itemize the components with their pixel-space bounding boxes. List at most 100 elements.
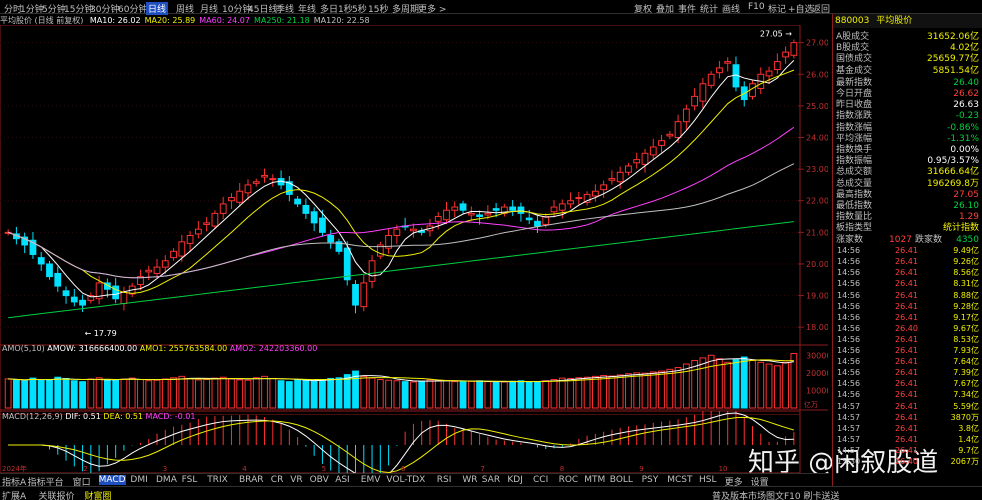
indicator-tab-22[interactable]: BOLL (609, 475, 633, 485)
timeframe-tab-9[interactable]: 10分钟 (222, 5, 252, 15)
tick-price: 26.41 (895, 246, 918, 256)
indicator-tab-18[interactable]: KDJ (507, 475, 523, 485)
toolbar-button-1[interactable]: 叠加 (656, 5, 675, 15)
amo-bar (277, 380, 285, 409)
timeframe-tab-1[interactable]: 1分钟 (20, 5, 44, 15)
indicator-tab-27[interactable]: 设置 (750, 478, 769, 488)
timeframe-tab-2[interactable]: 5分钟 (42, 5, 66, 15)
indicator-tab-16[interactable]: WR (462, 475, 478, 485)
timeframe-toolbar: 分时 1分钟 5分钟 15分钟 30分钟 60分钟 日线 周线 月线 10分钟 45日线 季线 年线 多日… (0, 0, 982, 15)
indicator-tab-10[interactable]: VR (290, 475, 303, 485)
candle-body (583, 193, 591, 203)
indicator-tab-14[interactable]: VOL-TDX (386, 475, 426, 485)
quote-row: 最低指数 26.10 (835, 201, 981, 212)
timeframe-tab-0[interactable]: 分时 (4, 5, 23, 15)
indicator-tab-3[interactable]: MACD (98, 475, 126, 485)
x-axis-label: 7 (480, 465, 484, 473)
indicator-tab-24[interactable]: MCST (667, 475, 693, 485)
quote-label: 最低指数 (836, 201, 873, 211)
indicator-tab-5[interactable]: DMA (156, 475, 177, 485)
indicator-tab-12[interactable]: ASI (335, 475, 350, 485)
timeframe-tab-6[interactable]: 日线 (146, 2, 169, 15)
timeframe-tab-18[interactable]: 更多 > (418, 5, 447, 15)
status-tab-2[interactable]: 财富圈 (84, 492, 112, 500)
amo-bar (591, 375, 599, 409)
tick-time: 14:57 (837, 412, 861, 422)
toolbar-button-5[interactable]: F10 (748, 2, 765, 12)
amo-bar (426, 379, 434, 409)
indicator-tab-0[interactable]: 指标A (2, 478, 27, 488)
indicator-tab-19[interactable]: CCI (533, 475, 549, 485)
toolbar-button-7[interactable]: +自选 (788, 5, 814, 15)
timeframe-tab-3[interactable]: 15分钟 (64, 5, 94, 15)
timeframe-tab-15[interactable]: 5秒 (352, 5, 367, 15)
amo-bar (765, 363, 773, 409)
candle-body (368, 260, 376, 282)
status-tab-1[interactable]: 关联报价 (38, 492, 75, 500)
quote-value: 26.63 (953, 100, 979, 111)
amo-bar (261, 375, 268, 409)
indicator-tab-13[interactable]: EMV (360, 475, 381, 485)
toolbar-button-3[interactable]: 统计 (700, 5, 719, 15)
indicator-tab-9[interactable]: CR (270, 475, 284, 485)
indicator-tab-11[interactable]: OBV (309, 475, 329, 485)
indicator-tab-17[interactable]: SAR (481, 475, 501, 485)
indicator-tab-21[interactable]: MTM (584, 475, 606, 485)
candle-body (244, 184, 252, 194)
indicator-tab-23[interactable]: PSY (641, 475, 659, 485)
indicator-tab-26[interactable]: 更多 (724, 478, 743, 488)
candle-body (70, 296, 78, 303)
candle-body (170, 250, 177, 259)
toolbar-button-0[interactable]: 复权 (634, 5, 653, 15)
status-tab-0[interactable]: 扩展A (2, 492, 27, 500)
indicator-tab-1[interactable]: 指标平台 (27, 478, 64, 488)
x-axis-label: 8 (560, 465, 564, 473)
indicator-tab-20[interactable]: ROC (558, 475, 579, 485)
amo-legend-amo2: AMO2: 242203360.00 (230, 344, 318, 353)
indicator-tab-8[interactable]: BRAR (239, 475, 264, 485)
timeframe-tab-13[interactable]: 多日 (320, 5, 339, 15)
toolbar-button-2[interactable]: 事件 (678, 5, 697, 15)
amo-bar (54, 376, 62, 409)
timeframe-tab-10[interactable]: 45日线 (248, 5, 278, 15)
timeframe-tab-17[interactable]: 多周期 (392, 5, 420, 15)
tick-row: 15:30 26.40 2067万 (835, 457, 981, 467)
toolbar-button-4[interactable]: 画线 (722, 5, 741, 15)
amo-tick-label: 20000 (806, 369, 828, 378)
timeframe-tab-5[interactable]: 60分钟 (118, 5, 148, 15)
amo-bar (401, 381, 409, 409)
amo-bar (310, 380, 318, 409)
candle-body (782, 51, 789, 58)
timeframe-tab-8[interactable]: 月线 (200, 5, 219, 15)
candle-body (542, 216, 550, 225)
candle-body (29, 239, 37, 255)
timeframe-tab-16[interactable]: 15秒 (368, 5, 389, 15)
timeframe-tab-11[interactable]: 季线 (276, 5, 295, 15)
candlestick-chart[interactable]: 27.00 26.00 25.00 24.00 23.00 22.00 21.00 20.00… (0, 25, 828, 415)
tick-amount: 7.93亿 (953, 346, 979, 355)
macd-legend: MACD(12,26,9) DIF: 0.51 DEA: 0.51 MACD: … (2, 412, 195, 421)
indicator-tab-7[interactable]: TRIX (207, 475, 228, 485)
tick-row: 14:56 26.41 9.28亿 (835, 302, 981, 312)
indicator-tab-25[interactable]: HSL (699, 475, 717, 485)
timeframe-tab-7[interactable]: 周线 (176, 5, 195, 15)
candle-body (327, 235, 335, 243)
candle-body (608, 178, 616, 181)
indicator-tab-6[interactable]: FSL (181, 475, 198, 485)
tick-price: 26.41 (895, 346, 918, 355)
quote-label: A股成交 (836, 32, 870, 42)
amo-bar (194, 379, 202, 409)
board-type-value: 统计指数 (942, 223, 979, 234)
toolbar-button-6[interactable]: 标记 (768, 5, 787, 15)
indicator-tab-2[interactable]: 窗口 (72, 478, 91, 488)
timeframe-tab-14[interactable]: 1秒 (338, 5, 353, 15)
indicator-tab-4[interactable]: DMI (130, 475, 148, 485)
ma250-line (8, 221, 794, 319)
timeframe-tab-4[interactable]: 30分钟 (90, 5, 120, 15)
tick-amount: 3.8亿 (958, 423, 979, 433)
timeframe-tab-12[interactable]: 年线 (298, 5, 317, 15)
macd-chart[interactable]: MACD(12,26,9) DIF: 0.51 DEA: 0.51 MACD: … (0, 411, 828, 473)
indicator-tab-15[interactable]: RSI (436, 475, 452, 485)
candle-body (46, 263, 53, 278)
toolbar-button-8[interactable]: 返回 (812, 5, 831, 15)
